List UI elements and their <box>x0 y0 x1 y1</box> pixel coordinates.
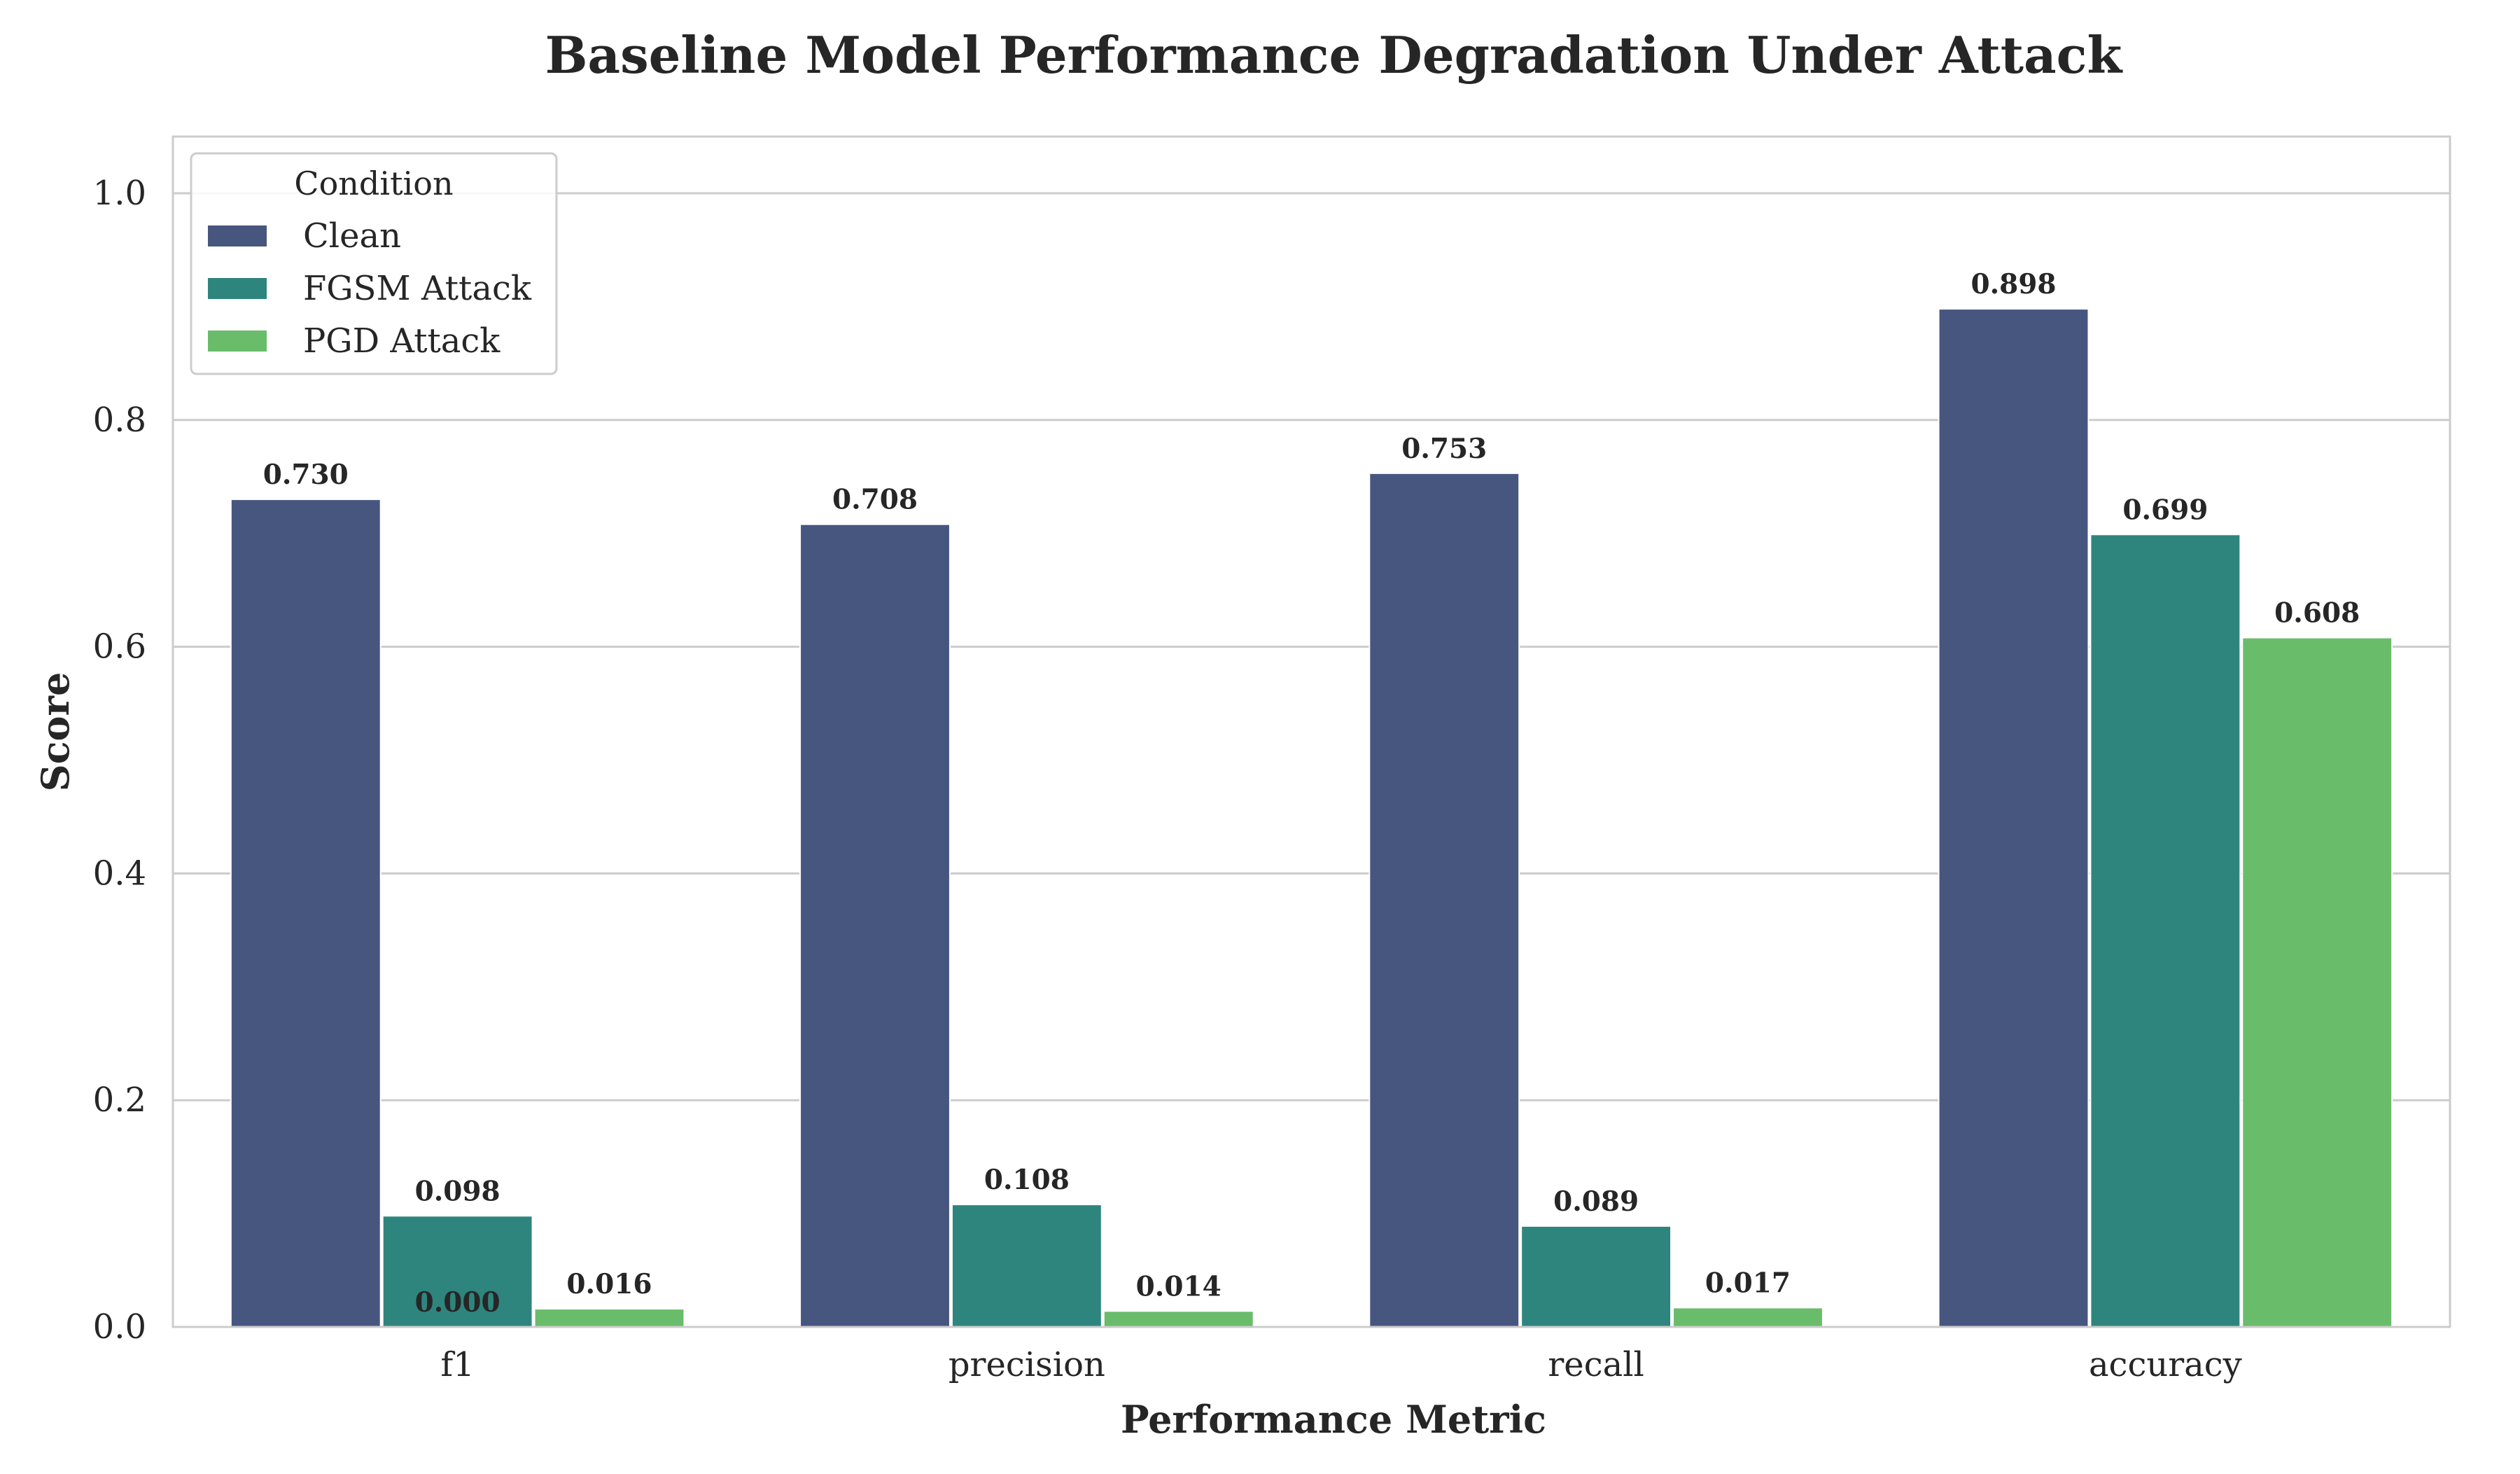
y-tick-label: 1.0 <box>93 174 146 213</box>
bar <box>2241 637 2393 1328</box>
bar <box>1368 472 1520 1328</box>
bar <box>2090 534 2241 1328</box>
bar <box>951 1204 1102 1328</box>
bar-value-label: 0.608 <box>2274 597 2360 630</box>
y-tick-label: 0.0 <box>93 1307 146 1347</box>
data-labels: 0.730 0.708 0.753 0.898 0.098 0.108 0.089 0.699… <box>263 268 2360 1319</box>
chart-title: Baseline Model Performance Degradation U… <box>545 25 2124 85</box>
legend-label: FGSM Attack <box>303 269 532 308</box>
bar <box>533 1308 685 1328</box>
y-tick-label: 0.2 <box>93 1080 146 1120</box>
bar-value-label: 0.708 <box>832 484 918 516</box>
bar <box>1520 1225 1672 1328</box>
bar <box>799 523 951 1328</box>
bar-value-label: 0.089 <box>1553 1186 1639 1218</box>
bar-value-label: 0.016 <box>566 1268 652 1300</box>
y-axis-ticks: 0.0 0.2 0.4 0.6 0.8 1.0 <box>93 174 146 1347</box>
bar-value-label: 0.014 <box>1136 1270 1222 1302</box>
legend-swatch <box>208 225 267 246</box>
annotation-label: 0.000 <box>415 1286 500 1319</box>
bars <box>230 308 2393 1328</box>
bar-value-label: 0.017 <box>1705 1267 1791 1299</box>
x-axis-ticks: f1 precision recall accuracy <box>440 1345 2241 1384</box>
bar <box>1938 308 2090 1328</box>
legend-swatch <box>208 278 267 299</box>
plot-frame <box>172 135 2451 1328</box>
y-tick-label: 0.8 <box>93 401 146 440</box>
x-axis-label: Performance Metric <box>1121 1397 1546 1442</box>
bar-value-label: 0.108 <box>984 1164 1070 1196</box>
legend: Condition Clean FGSM Attack PGD Attack <box>190 152 558 375</box>
bar-value-label: 0.730 <box>263 459 349 491</box>
x-tick-label: recall <box>1548 1345 1644 1384</box>
legend-swatch <box>208 331 267 352</box>
legend-items: Clean FGSM Attack PGD Attack <box>208 216 532 361</box>
bar-value-label: 0.898 <box>1970 268 2056 300</box>
y-tick-label: 0.6 <box>93 627 146 667</box>
x-tick-label: precision <box>948 1345 1105 1384</box>
y-axis-label: Score <box>33 672 78 792</box>
y-tick-label: 0.4 <box>93 854 146 893</box>
legend-box <box>190 152 558 375</box>
bar-value-label: 0.699 <box>2122 494 2208 526</box>
bar-value-label: 0.098 <box>415 1175 500 1207</box>
bar-value-label: 0.753 <box>1401 433 1487 465</box>
x-tick-label: accuracy <box>2089 1345 2242 1384</box>
bar <box>230 499 382 1328</box>
bar <box>1672 1307 1823 1328</box>
bar <box>1102 1310 1254 1328</box>
legend-label: PGD Attack <box>303 321 500 361</box>
legend-label: Clean <box>303 216 401 256</box>
x-tick-label: f1 <box>440 1345 474 1384</box>
legend-title: Condition <box>294 165 453 202</box>
